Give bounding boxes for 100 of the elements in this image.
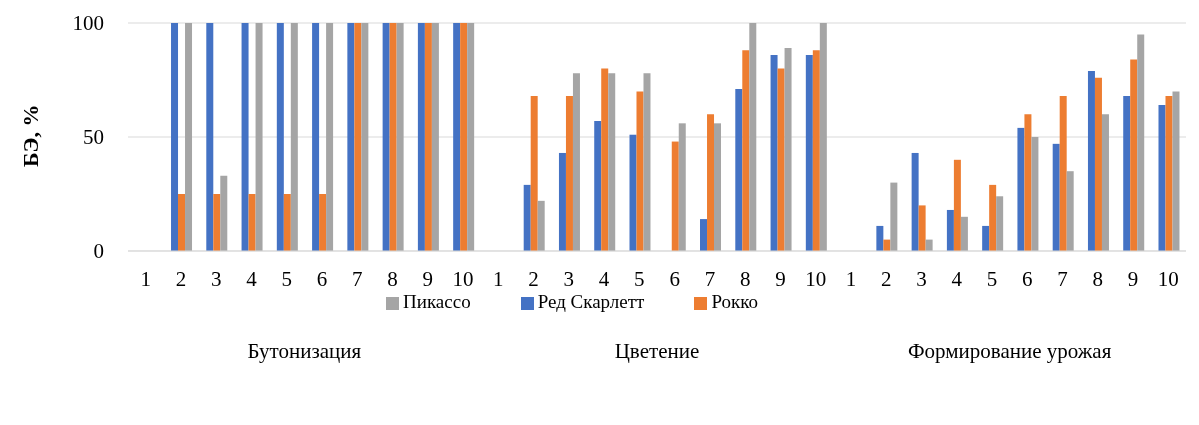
bar [777,68,785,251]
bar [770,54,778,251]
bar [918,205,926,251]
legend-label: Рокко [711,291,758,312]
bar [326,23,334,251]
bar [643,73,651,251]
bar [996,196,1004,251]
bar [960,216,968,251]
bar [1087,70,1095,251]
bar [700,219,708,251]
bar [1024,114,1032,251]
x-tick-label: 8 [387,266,398,291]
x-tick-label: 3 [916,266,927,291]
bar [1172,91,1180,251]
bar [749,23,757,251]
bar [178,194,186,251]
bar [382,23,390,251]
y-axis-title: БЭ, % [17,104,43,167]
bar [537,200,545,251]
bar [389,23,397,251]
bar [565,95,573,251]
bar [1031,137,1039,251]
x-tick-label: 4 [246,266,258,291]
legend-label: Ред Скарлетт [537,291,645,312]
x-tick-label: 10 [452,266,474,291]
text: Цветение [613,338,701,365]
bar [431,23,439,251]
bar [1158,105,1166,251]
bar [424,23,432,251]
y-tick-label: 0 [93,239,104,264]
bar [467,23,475,251]
bar [1101,114,1109,251]
text: Формирование урожая [907,338,1113,365]
bar [319,194,327,251]
x-tick-label: 4 [951,266,963,291]
bar [220,175,228,251]
bar [1123,95,1131,251]
bar [735,89,743,251]
x-tick-label: 5 [634,266,645,291]
bar [460,23,468,251]
bar [812,50,820,251]
y-tick-label: 50 [83,125,104,150]
bar [1066,171,1074,251]
bar [283,194,291,251]
x-tick-label: 9 [775,266,786,291]
bar [1130,59,1138,251]
bar [354,23,362,251]
bar [361,23,369,251]
bar [417,23,425,251]
x-tick-label: 6 [316,266,328,291]
x-tick-label: 2 [880,266,892,291]
bar [290,23,298,251]
x-tick-label: 2 [528,266,539,291]
bar [1059,95,1067,251]
y-tick-label: 100 [72,11,104,36]
bar [572,73,580,251]
bar [671,141,679,251]
bar [1094,77,1102,251]
bar [982,225,990,251]
bar [1052,143,1060,251]
bar [707,114,715,251]
x-tick-label: 1 [493,266,504,291]
bar [953,159,961,251]
bar [819,23,827,251]
x-tick-label: 9 [422,266,434,291]
x-tick-label: 7 [704,266,716,291]
x-tick-label: 10 [805,266,827,291]
bar [946,209,954,251]
bar [742,50,750,251]
bar [255,23,263,251]
x-tick-label: 2 [175,266,187,291]
bar [396,23,404,251]
bar [876,225,884,251]
bar [530,95,538,251]
x-tick-label: 7 [351,266,363,291]
x-tick-label: 6 [1022,266,1033,291]
x-tick-label: 8 [1092,266,1104,291]
bar [347,23,355,251]
bar [805,54,813,251]
bar [558,152,566,251]
bar [241,23,249,251]
bar [453,23,461,251]
x-tick-label: 3 [210,266,222,291]
bar [890,182,898,251]
bar [1165,95,1173,251]
x-tick-label: 4 [598,266,610,291]
x-tick-label: 7 [1057,266,1068,291]
x-tick-label: 8 [739,266,751,291]
bar [911,152,919,251]
bar [1017,127,1025,251]
bar [248,194,256,251]
bar [312,23,320,251]
bar [601,68,609,251]
x-tick-label: 6 [669,266,680,291]
bar [276,23,284,251]
bar [784,48,792,251]
bar [636,91,644,251]
bar [1137,34,1145,251]
bar [594,121,602,251]
x-tick-label: 1 [845,266,857,291]
